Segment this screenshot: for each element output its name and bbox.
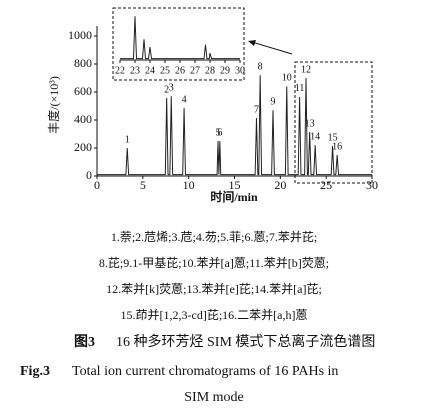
caption-label: Fig.3 (20, 364, 50, 379)
y-tick-label: 200 (74, 140, 92, 154)
y-axis-label: 丰度/(×10³) (46, 76, 61, 134)
peak-label: 4 (182, 94, 187, 105)
x-tick-label: 24 (145, 65, 155, 76)
zoom-region (294, 61, 373, 184)
peak-label: 11 (295, 83, 305, 94)
peak-label: 13 (305, 118, 315, 129)
x-tick-label: 20 (274, 178, 286, 192)
y-tick-label: 0 (86, 168, 92, 182)
y-tick-label: 1000 (68, 28, 92, 42)
x-tick-label: 27 (190, 65, 200, 76)
x-tick-label: 29 (220, 65, 230, 76)
arrow-head (248, 40, 256, 46)
x-tick-label: 30 (235, 65, 245, 76)
peak-label: 3 (169, 82, 174, 93)
peak-label: 1 (125, 134, 130, 145)
inset-box (112, 7, 245, 81)
peak-label: 12 (301, 64, 311, 75)
x-tick-label: 25 (160, 65, 170, 76)
chromatogram-line (120, 16, 240, 60)
peak-label: 10 (282, 73, 292, 84)
x-tick-label: 26 (175, 65, 185, 76)
caption-text: SIM mode (184, 390, 244, 405)
x-axis-label: 时间/min (210, 189, 258, 204)
legend-line: 15.茚并[1,2,3-cd]芘;16.二苯并[a,h]蒽 (121, 307, 308, 322)
caption-text: 16 种多环芳烃 SIM 模式下总离子流色谱图 (116, 333, 375, 350)
caption-label: 图3 (74, 334, 95, 350)
x-tick-label: 10 (183, 178, 195, 192)
peak-label: 15 (328, 132, 338, 143)
x-tick-label: 0 (94, 178, 100, 192)
y-tick-label: 600 (74, 84, 92, 98)
peak-label: 7 (254, 104, 259, 115)
peak-label: 16 (332, 141, 342, 152)
legend-line: 1.萘;2.苊烯;3.苊;4.芴;5.菲;6.蒽;7.苯并芘; (111, 229, 317, 244)
peak-label: 5 (216, 127, 221, 138)
arrow (251, 41, 293, 55)
x-tick-label: 30 (366, 178, 378, 192)
x-tick-label: 15 (229, 178, 241, 192)
y-tick-label: 400 (74, 112, 92, 126)
x-tick-label: 28 (205, 65, 215, 76)
legend-line: 12.苯并[k]荧蒽;13.苯并[e]芘;14.苯并[a]芘; (106, 281, 322, 296)
x-tick-label: 23 (130, 65, 140, 76)
x-tick-label: 5 (140, 178, 146, 192)
peak-label: 9 (271, 96, 276, 107)
y-tick-label: 800 (74, 56, 92, 70)
legend-line: 8.芘;9.1-甲基芘;10.苯并[a]蒽;11.苯并[b]荧蒽; (99, 255, 329, 270)
peak-label: 8 (258, 61, 263, 72)
peak-label: 6 (217, 127, 222, 138)
peak-label: 2 (164, 84, 169, 95)
x-tick-label: 25 (320, 178, 332, 192)
caption-text: Total ion current chromatograms of 16 PA… (72, 364, 338, 379)
chromatogram-line (97, 75, 372, 176)
peak-label: 14 (310, 131, 320, 142)
x-tick-label: 22 (115, 65, 125, 76)
